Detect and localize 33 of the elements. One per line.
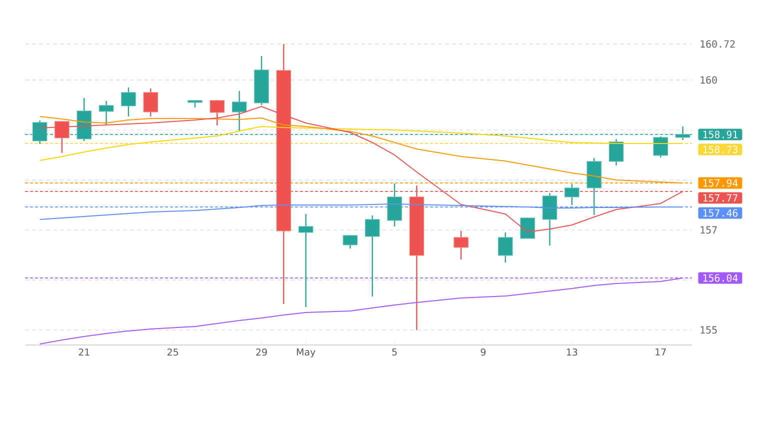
candlestick <box>298 213 314 308</box>
y-tick-label: 157 <box>700 226 717 234</box>
ref-line-label: 158.91 <box>703 130 738 138</box>
candlestick <box>232 90 247 132</box>
y-tick-label: 160.72 <box>700 40 735 48</box>
x-tick-label: 29 <box>256 348 267 356</box>
candlestick <box>54 120 70 154</box>
x-tick-label: 5 <box>392 348 397 356</box>
x-tick-label: 25 <box>167 348 178 356</box>
y-tick-label: 155 <box>700 326 717 334</box>
ref-line-label: 157.46 <box>703 209 738 217</box>
candlestick <box>342 234 358 250</box>
candlestick <box>143 88 158 118</box>
ref-line-label: 158.73 <box>703 146 738 154</box>
candlestick <box>520 216 535 240</box>
candlestick <box>498 232 513 264</box>
candlestick <box>364 214 380 298</box>
candlestick <box>608 138 624 166</box>
ref-line-label: 157.94 <box>703 179 738 187</box>
x-tick-label: 21 <box>78 348 90 356</box>
ref-line-label: 157.77 <box>703 194 738 202</box>
candlestick <box>542 192 558 246</box>
candlestick <box>121 86 136 118</box>
candlestick <box>454 230 468 260</box>
candlestick <box>564 183 580 206</box>
ref-line-label: 156.04 <box>703 274 738 282</box>
x-tick-label: May <box>296 348 316 358</box>
x-tick-label: 17 <box>656 348 666 356</box>
candlestick <box>98 100 114 126</box>
x-tick-label: 13 <box>566 348 578 356</box>
y-tick-label: 160 <box>700 76 717 84</box>
x-tick-label: 9 <box>480 348 486 356</box>
candlestick <box>387 182 402 228</box>
